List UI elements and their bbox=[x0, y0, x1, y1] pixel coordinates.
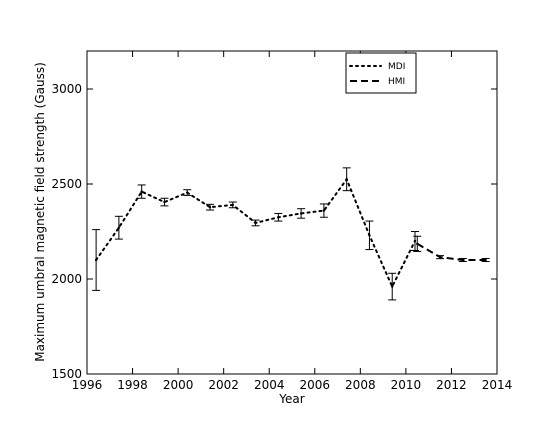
data-point bbox=[277, 216, 280, 219]
x-tick-label: 2002 bbox=[208, 378, 239, 392]
series-line-mdi bbox=[95, 177, 416, 289]
data-point bbox=[413, 239, 417, 243]
data-point bbox=[461, 258, 465, 262]
series-hmi bbox=[413, 235, 490, 263]
data-point bbox=[254, 221, 257, 225]
x-tick-label: 1998 bbox=[117, 378, 148, 392]
y-tick-label: 2000 bbox=[51, 272, 82, 286]
series-layer bbox=[92, 167, 490, 301]
x-tick-label: 2012 bbox=[436, 378, 467, 392]
data-point bbox=[117, 226, 121, 229]
x-tick-label: 2008 bbox=[345, 378, 376, 392]
legend: MDI HMI bbox=[345, 52, 417, 94]
data-point bbox=[163, 200, 166, 204]
y-axis: 1500 2000 2500 3000 bbox=[51, 82, 497, 381]
x-tick-label: 2004 bbox=[254, 378, 285, 392]
data-point bbox=[368, 234, 371, 237]
data-point bbox=[299, 212, 303, 215]
data-point bbox=[484, 258, 487, 262]
legend-box bbox=[345, 52, 417, 94]
data-point bbox=[94, 258, 98, 262]
x-tick-label: 2006 bbox=[300, 378, 331, 392]
legend-label-hmi: HMI bbox=[388, 77, 405, 87]
y-axis-title: Maximum umbral magnetic field strength (… bbox=[33, 62, 47, 362]
data-point bbox=[345, 178, 348, 181]
x-tick-label: 2014 bbox=[482, 378, 513, 392]
y-tick-label: 2500 bbox=[51, 177, 82, 191]
y-tick-label: 3000 bbox=[51, 82, 82, 96]
data-point bbox=[391, 285, 394, 288]
x-axis-title: Year bbox=[278, 392, 304, 406]
data-point bbox=[438, 255, 442, 259]
series-line-hmi bbox=[416, 242, 486, 261]
data-point bbox=[416, 242, 419, 246]
x-tick-label: 2010 bbox=[391, 378, 422, 392]
x-axis: 1996 1998 2000 2002 2004 2006 2008 2010 2012 2014 bbox=[72, 51, 513, 392]
x-tick-label: 1996 bbox=[72, 378, 103, 392]
series-mdi bbox=[92, 167, 419, 301]
x-tick-label: 2000 bbox=[163, 378, 194, 392]
data-point bbox=[186, 191, 189, 194]
data-point bbox=[322, 209, 326, 212]
data-point bbox=[231, 203, 234, 207]
legend-label-mdi: MDI bbox=[388, 62, 405, 72]
y-tick-label: 1500 bbox=[51, 367, 82, 381]
data-point bbox=[140, 190, 143, 193]
data-point bbox=[208, 205, 212, 209]
plot-frame bbox=[86, 50, 498, 375]
